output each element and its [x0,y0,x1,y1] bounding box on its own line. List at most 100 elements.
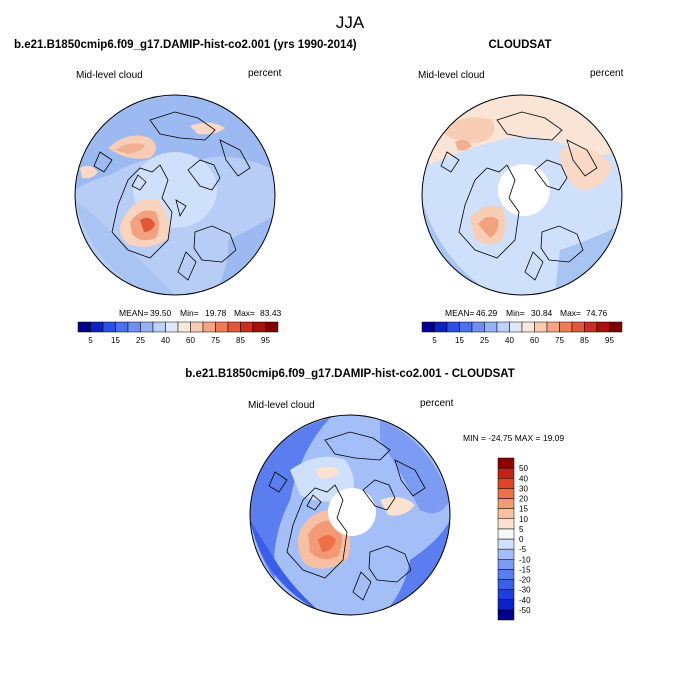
colorbar-tick-label: 5 [432,336,437,345]
colorbar-swatch [484,321,498,333]
colorbar-swatch [596,321,610,333]
colorbar-swatch [559,321,573,333]
panel-cloudsat-min: 30.84 [531,308,553,318]
colorbar-swatch [497,478,515,489]
colorbar-swatch [497,589,515,600]
colorbar-swatch [497,579,515,590]
colorbar-swatch [509,321,523,333]
colorbar-swatch [497,538,515,550]
colorbar-swatch [497,457,515,469]
panel-model-map [75,95,275,295]
colorbar-swatch [190,321,204,333]
colorbar-tick-label: 60 [530,336,539,345]
colorbar-swatch [497,498,515,509]
panel-model-max-label: Max= [234,308,255,318]
panel-cloudsat-title: CLOUDSAT [488,39,551,51]
colorbar-swatch [165,321,179,333]
panel-cloudsat-map [422,95,622,295]
colorbar-swatch [202,321,216,333]
colorbar-swatch [546,321,560,333]
colorbar-tick-label: 15 [455,336,464,345]
colorbar-swatch [497,528,515,540]
colorbar-swatch [421,321,435,333]
colorbar-tick-label: 15 [111,336,120,345]
panel-difference-title: b.e21.B1850cmip6.f09_g17.DAMIP-hist-co2.… [185,368,515,380]
panel-difference-map [250,415,450,615]
colorbar-tick-label: 40 [161,336,170,345]
colorbar-swatch [459,321,473,333]
colorbar-swatch [177,321,191,333]
colorbar-swatch [127,321,141,333]
panel-model-colorbar: 5 15 25 40 60 75 85 95 [77,321,279,345]
panel-model-min: 19.78 [205,308,227,318]
colorbar-tick-label: 60 [186,336,195,345]
colorbar-tick-label: 25 [136,336,145,345]
colorbar-swatch [252,321,266,333]
panel-difference-variable: Mid-level cloud [248,400,315,411]
panel-cloudsat-max-label: Max= [560,308,581,318]
colorbar-tick-label: 95 [261,336,270,345]
colorbar-swatch [446,321,460,333]
colorbar-swatch [534,321,548,333]
panel-model-mean: 39.50 [150,308,172,318]
panel-cloudsat-mean: 46.29 [476,308,498,318]
colorbar-tick-label: 40 [519,474,528,483]
panel-cloudsat-units: percent [590,68,624,79]
colorbar-swatch [102,321,116,333]
colorbar-swatch [571,321,585,333]
colorbar-swatch [497,609,515,621]
colorbar-swatch [497,488,515,499]
panel-cloudsat-mean-label: MEAN= [445,308,475,318]
colorbar-swatch [609,321,623,333]
colorbar-swatch [152,321,166,333]
panel-cloudsat-colorbar: 5 15 25 40 60 75 85 95 [421,321,623,345]
colorbar-tick-label: 85 [580,336,589,345]
colorbar-swatch [215,321,229,333]
colorbar-tick-label: -40 [519,596,531,605]
panel-model-title: b.e21.B1850cmip6.f09_g17.DAMIP-hist-co2.… [14,39,357,51]
colorbar-tick-label: 0 [519,535,524,544]
colorbar-tick-label: 75 [211,336,220,345]
panel-model-units: percent [248,68,282,79]
panel-cloudsat-variable: Mid-level cloud [418,70,485,81]
colorbar-swatch [140,321,154,333]
colorbar-tick-label: 95 [605,336,614,345]
colorbar-swatch [77,321,91,333]
colorbar-tick-label: 10 [519,515,528,524]
panel-difference: b.e21.B1850cmip6.f09_g17.DAMIP-hist-co2.… [185,368,564,621]
colorbar-swatch [434,321,448,333]
colorbar-tick-label: 20 [519,495,528,504]
colorbar-swatch [497,518,515,530]
panel-model-variable: Mid-level cloud [76,70,143,81]
colorbar-tick-label: 85 [236,336,245,345]
colorbar-tick-label: -5 [519,545,527,554]
colorbar-swatch [496,321,510,333]
colorbar-tick-label: 75 [555,336,564,345]
colorbar-swatch [497,569,515,580]
colorbar-swatch [227,321,241,333]
colorbar-swatch [471,321,485,333]
colorbar-swatch [497,599,515,611]
panel-cloudsat: CLOUDSAT Mid-level cloud percent [418,39,624,345]
colorbar-tick-label: -20 [519,576,531,585]
colorbar-swatch [115,321,129,333]
colorbar-swatch [521,321,535,333]
panel-cloudsat-min-label: Min= [506,308,525,318]
panel-difference-stats: MIN = -24.75 MAX = 19.09 [463,433,564,443]
panel-model-min-label: Min= [180,308,199,318]
colorbar-tick-label: 40 [505,336,514,345]
panel-cloudsat-max: 74.76 [586,308,608,318]
colorbar-tick-label: -50 [519,606,531,615]
colorbar-tick-label: 30 [519,484,528,493]
panel-difference-units: percent [420,398,454,409]
panel-model-max: 83.43 [260,308,282,318]
colorbar-tick-label: -10 [519,555,531,564]
colorbar-tick-label: 15 [519,505,528,514]
colorbar-tick-label: 5 [88,336,93,345]
colorbar-swatch [240,321,254,333]
colorbar-swatch [265,321,279,333]
colorbar-swatch [497,508,515,519]
season-title: JJA [336,13,365,32]
